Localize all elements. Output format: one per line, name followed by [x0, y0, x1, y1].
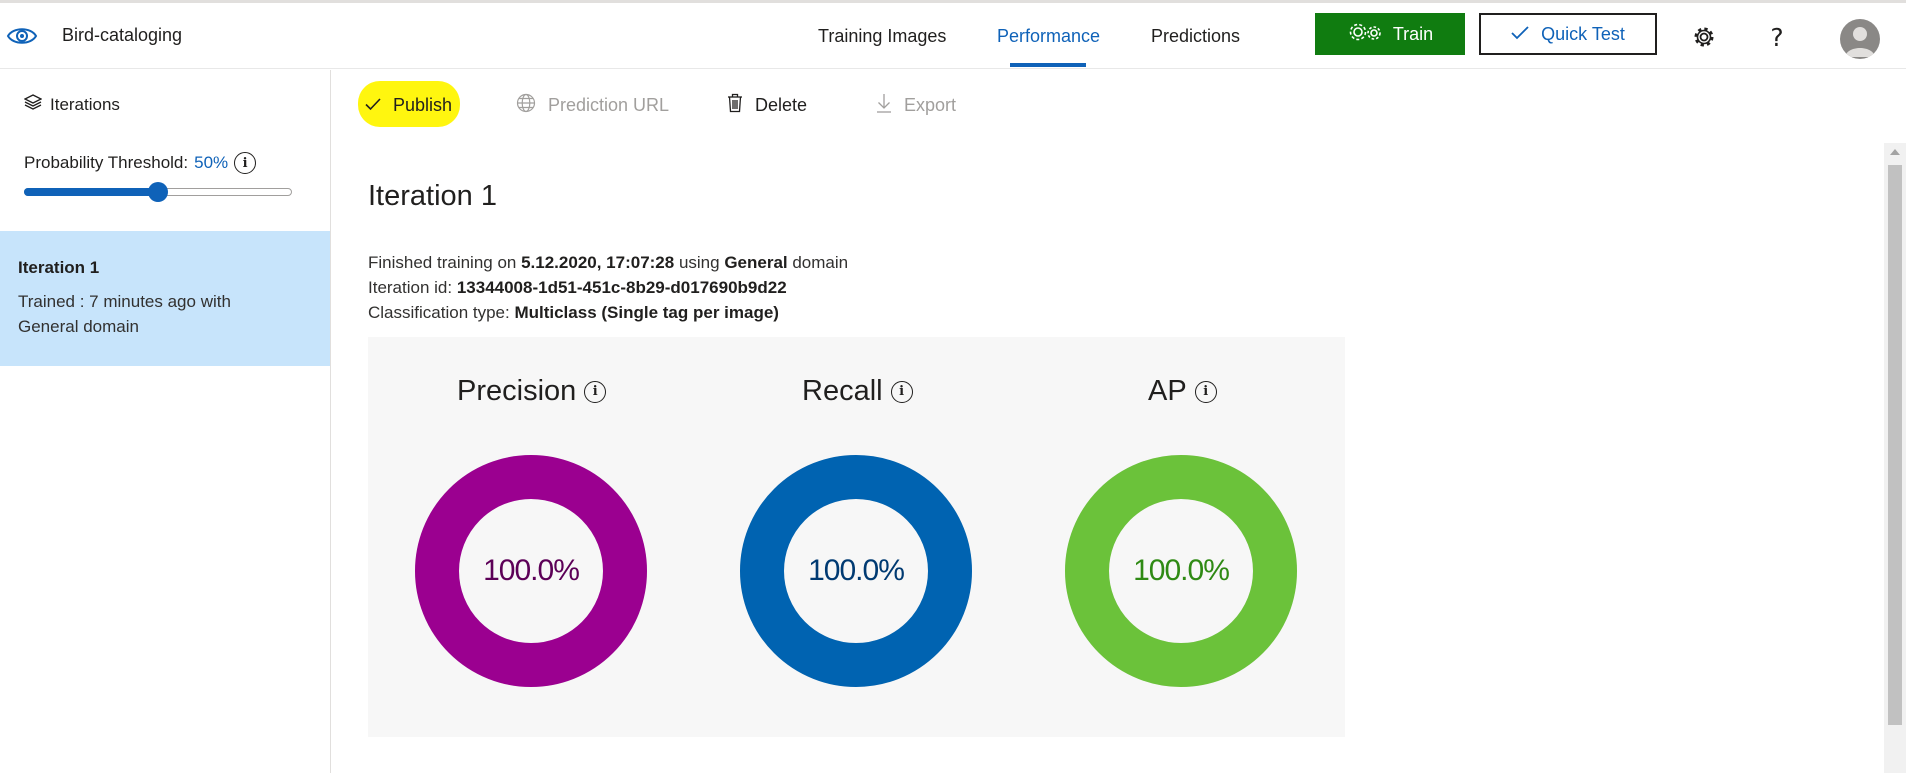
iterations-title: Iterations — [50, 94, 120, 114]
recall-title: Recall i — [802, 375, 913, 408]
precision-title: Precision i — [457, 375, 607, 408]
publish-button[interactable]: Publish — [365, 88, 452, 122]
publish-label: Publish — [393, 94, 453, 115]
recall-donut: 100.0% — [740, 455, 972, 687]
iterations-sidebar: Iterations Probability Threshold: 50% i … — [0, 70, 331, 773]
slider-fill — [24, 188, 158, 196]
gears-icon — [1347, 21, 1383, 48]
iterations-header: Iterations — [23, 94, 120, 115]
project-name[interactable]: Bird-cataloging — [62, 25, 183, 45]
precision-arc — [415, 455, 647, 687]
info-icon[interactable]: i — [234, 152, 257, 174]
ap-label: AP — [1148, 375, 1187, 407]
info-icon[interactable]: i — [1194, 380, 1217, 403]
training-finished-line: Finished training on 5.12.2020, 17:07:28… — [368, 253, 848, 273]
ap-value: 100.0% — [1133, 554, 1230, 587]
classification-label: Classification type: — [368, 303, 515, 322]
checkmark-icon — [365, 95, 381, 116]
finished-mid: using — [674, 253, 725, 272]
domain-name: General — [724, 253, 788, 272]
help-icon[interactable]: ? — [1770, 22, 1784, 52]
gear-icon[interactable] — [1690, 23, 1718, 51]
delete-button[interactable]: Delete — [727, 88, 807, 122]
iteration-list-item[interactable]: Iteration 1 Trained : 7 minutes ago with… — [0, 231, 330, 366]
finished-suffix: domain — [787, 253, 849, 272]
precision-donut: 100.0% — [415, 455, 647, 687]
metrics-panel: Precision i 100.0% Recall i 100.0% AP i … — [368, 337, 1345, 737]
classification-type-line: Classification type: Multiclass (Single … — [368, 303, 779, 323]
iteration-name: Iteration 1 — [18, 258, 100, 277]
prediction-url-label: Prediction URL — [548, 94, 670, 115]
ap-donut: 100.0% — [1065, 455, 1297, 687]
info-icon[interactable]: i — [584, 380, 607, 403]
threshold-value: 50% — [194, 153, 229, 172]
info-icon[interactable]: i — [890, 380, 913, 403]
scroll-up-arrow[interactable] — [1890, 149, 1900, 155]
avatar[interactable] — [1840, 19, 1880, 59]
iteration-description: Trained : 7 minutes ago with General dom… — [18, 292, 231, 336]
finished-date: 5.12.2020, 17:07:28 — [521, 253, 675, 272]
tab-performance[interactable]: Performance — [997, 26, 1101, 46]
trash-icon — [727, 93, 743, 118]
quick-test-label: Quick Test — [1541, 23, 1625, 44]
tab-predictions[interactable]: Predictions — [1151, 26, 1241, 46]
tab-training-images[interactable]: Training Images — [818, 26, 947, 46]
top-border — [0, 0, 1906, 3]
probability-threshold: Probability Threshold: 50% i — [24, 152, 257, 174]
train-button[interactable]: Train — [1315, 13, 1465, 55]
download-icon — [876, 93, 892, 118]
precision-value: 100.0% — [483, 554, 580, 587]
export-button[interactable]: Export — [876, 88, 956, 122]
vertical-scrollbar[interactable] — [1884, 143, 1906, 773]
quick-test-button[interactable]: Quick Test — [1479, 13, 1657, 55]
globe-icon — [516, 93, 536, 118]
classification-type: Multiclass (Single tag per image) — [514, 303, 779, 322]
export-label: Export — [904, 94, 957, 115]
ap-title: AP i — [1148, 375, 1217, 408]
iteration-id-line: Iteration id: 13344008-1d51-451c-8b29-d0… — [368, 278, 787, 298]
finished-prefix: Finished training on — [368, 253, 522, 272]
threshold-slider[interactable] — [24, 181, 292, 203]
layers-icon — [23, 94, 43, 115]
threshold-label: Probability Threshold: — [24, 153, 189, 172]
train-label: Train — [1392, 23, 1434, 44]
precision-label: Precision — [457, 375, 577, 407]
ap-arc — [1065, 455, 1297, 687]
eye-icon[interactable] — [5, 19, 39, 53]
iteration-id: 13344008-1d51-451c-8b29-d017690b9d22 — [456, 278, 787, 297]
active-tab-indicator — [1010, 63, 1086, 67]
app-header: Bird-cataloging Training Images Performa… — [0, 3, 1906, 69]
iteration-id-label: Iteration id: — [368, 278, 457, 297]
scroll-thumb[interactable] — [1888, 165, 1902, 725]
recall-arc — [740, 455, 972, 687]
slider-thumb[interactable] — [148, 182, 168, 202]
prediction-url-button[interactable]: Prediction URL — [516, 88, 669, 122]
iteration-title: Iteration 1 — [368, 180, 497, 212]
delete-label: Delete — [755, 94, 808, 115]
recall-label: Recall — [802, 375, 883, 407]
checkmark-icon — [1511, 24, 1529, 45]
recall-value: 100.0% — [808, 554, 905, 587]
